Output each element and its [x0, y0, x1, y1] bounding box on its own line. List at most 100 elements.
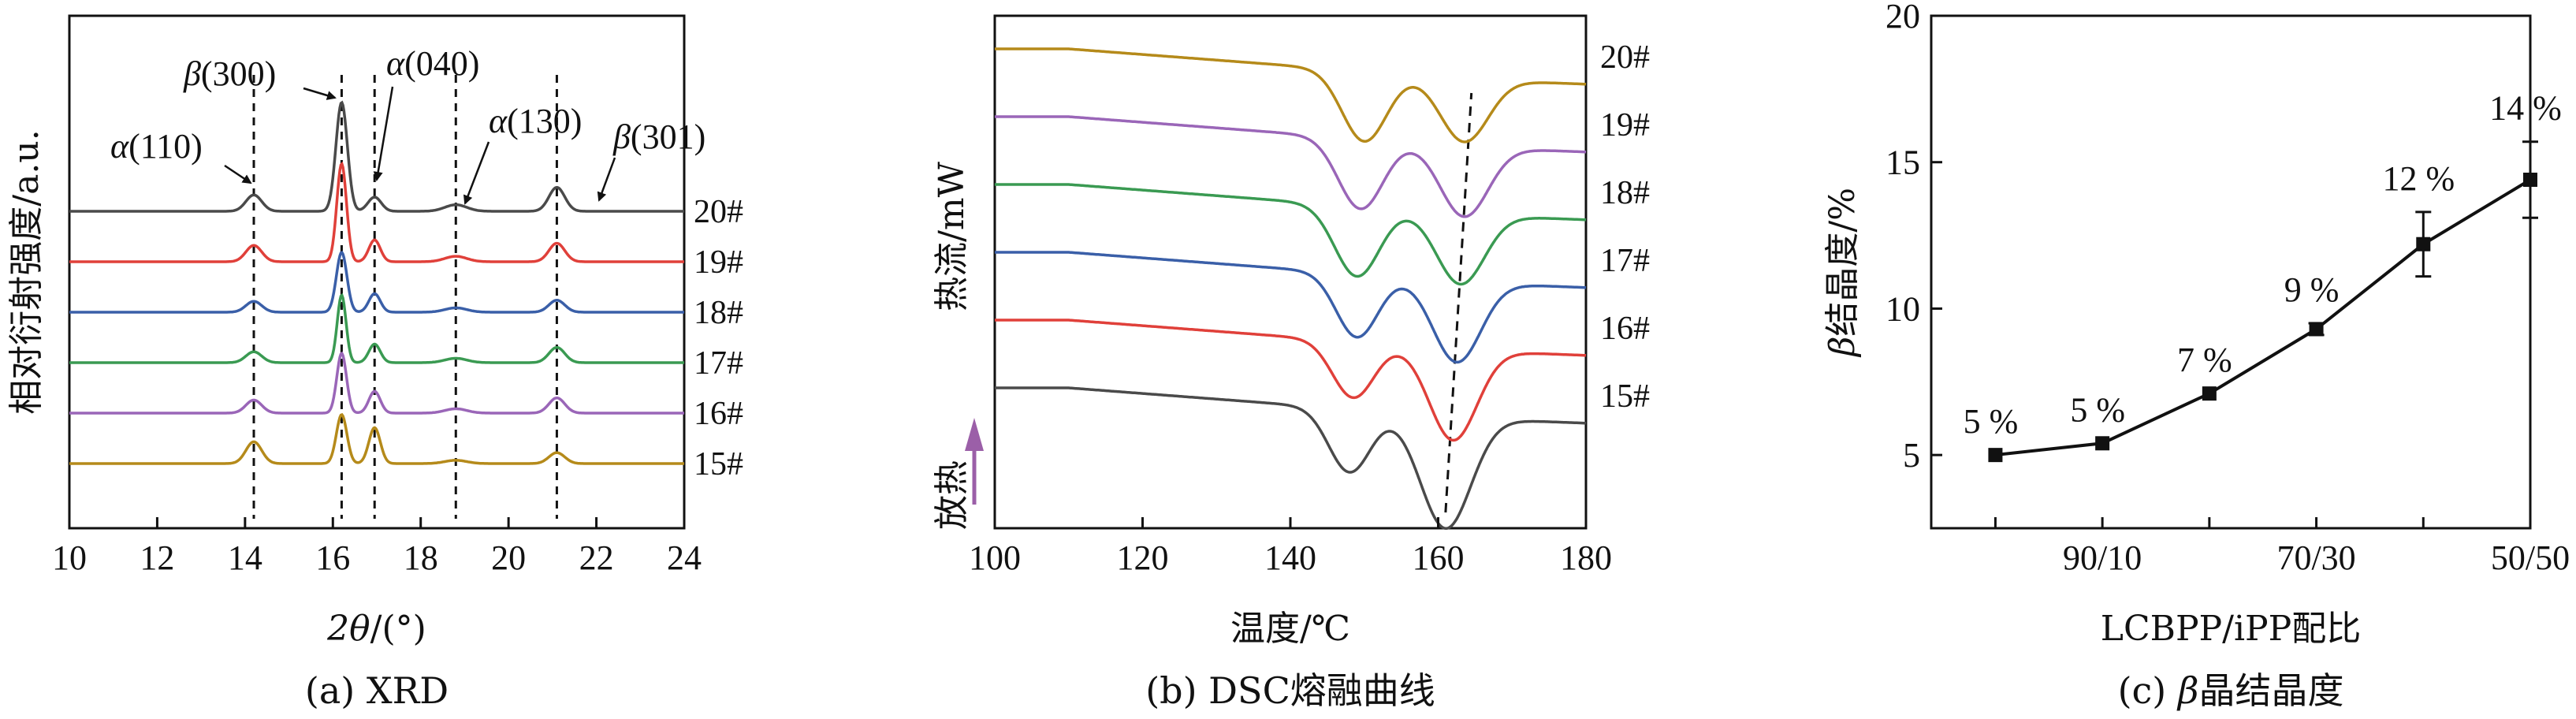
- b-x-tick-label-120: 120: [1117, 538, 1169, 577]
- sample-label-17: 17#: [1600, 243, 1650, 279]
- b-series-19: [995, 115, 1587, 218]
- b-x-axis-title: 温度/℃: [1230, 609, 1350, 649]
- a-series-15: [69, 412, 684, 465]
- a-annotation-greek-4: β: [612, 117, 631, 156]
- b-x-tick-label-180: 180: [1560, 538, 1612, 577]
- b-exotherm-arrowhead: [965, 418, 984, 451]
- b-melting-guide-line: [1444, 92, 1473, 513]
- c-data-point-3: [2309, 322, 2324, 337]
- a-series-16: [69, 351, 684, 415]
- sample-label-20: 20#: [694, 194, 743, 230]
- c-point-label-4: 12 %: [2382, 159, 2455, 198]
- c-point-label-0: 5 %: [1964, 402, 2019, 441]
- a-annotation-greek-3: α: [489, 102, 508, 140]
- c-point-label-5: 14 %: [2489, 89, 2562, 128]
- a-x-tick-label-10: 10: [52, 538, 87, 577]
- a-annotation-arrow-1: [303, 87, 337, 100]
- sample-label-16: 16#: [1600, 311, 1650, 347]
- a-x-tick-label-20: 20: [491, 538, 526, 577]
- b-caption: (b) DSC熔融曲线: [1145, 669, 1435, 712]
- a-x-tick-label-12: 12: [140, 538, 174, 577]
- a-annotation-greek-2: α: [386, 44, 405, 83]
- c-data-point-4: [2416, 237, 2431, 251]
- c-series-line: [1995, 178, 2532, 457]
- c-y-tick-label-10: 10: [1885, 289, 1920, 328]
- panel-c-beta-crystallinity: 5 10 15 20 90/10 70/30 50/50 5 % 5 % 7 % 9 % 12 %…: [1822, 0, 2570, 712]
- sample-label-17: 17#: [694, 345, 743, 382]
- c-x-tick-label-1: 90/10: [2063, 538, 2142, 577]
- panel-a-frame: [68, 14, 686, 530]
- a-annotation-2: α(040): [386, 44, 479, 83]
- sample-label-20: 20#: [1600, 39, 1650, 76]
- b-series-18: [995, 183, 1587, 286]
- panel-a-xrd: 10 12 14 16 18 20 22 24 α(110)β(300) α(040)α(130…: [6, 14, 743, 712]
- a-annotation-arrow-2: [373, 86, 394, 181]
- sample-label-19: 19#: [694, 244, 743, 281]
- a-annotation-label-3: (130): [507, 102, 582, 140]
- c-y-ticks: 5 10 15 20: [1885, 0, 1942, 475]
- a-annotation-greek-1: β: [183, 54, 201, 93]
- c-data-point-0: [1988, 448, 2003, 463]
- a-annotation-1: β(300): [183, 54, 276, 93]
- b-y-axis-title: 热流/mW: [932, 161, 972, 311]
- a-sample-labels: 20# 19# 18# 17# 16# 15#: [694, 194, 743, 482]
- sample-label-19: 19#: [1600, 107, 1650, 143]
- sample-label-16: 16#: [694, 396, 743, 432]
- a-series-20: [69, 100, 684, 213]
- c-y-tick-label-20: 20: [1885, 0, 1920, 35]
- a-caption: (a) XRD: [305, 669, 449, 712]
- a-series-18: [69, 250, 684, 314]
- a-annotation-3: α(130): [489, 102, 582, 140]
- a-x-ticks: 10 12 14 16 18 20 22 24: [52, 517, 702, 577]
- c-point-label-2: 7 %: [2177, 341, 2232, 379]
- c-point-label-1: 5 %: [2070, 390, 2125, 429]
- panel-b-dsc: 100 120 140 160 180 20# 19# 18# 17# 16# 15# 热流/mW…: [932, 14, 1650, 712]
- a-annotation-arrow-4: [597, 157, 616, 202]
- a-reference-lines: [252, 75, 558, 519]
- c-caption: (c) β晶结晶度: [2118, 669, 2344, 712]
- sample-label-18: 18#: [1600, 175, 1650, 211]
- a-annotation-arrow-3: [463, 141, 490, 205]
- a-annotation-greek-0: α: [110, 127, 129, 166]
- a-x-axis-title: 2θ/(°): [326, 609, 426, 649]
- sample-label-18: 18#: [694, 295, 743, 331]
- a-peak-annotations: α(110)β(300) α(040)α(130) β(301): [110, 44, 705, 205]
- a-annotation-arrow-0: [224, 164, 252, 184]
- a-annotation-label-2: (040): [404, 44, 479, 83]
- sample-label-15: 15#: [1600, 378, 1650, 415]
- b-x-tick-label-100: 100: [969, 538, 1021, 577]
- b-series-16: [995, 319, 1587, 442]
- c-x-axis-title: LCBPP/iPP配比: [2101, 609, 2362, 649]
- c-data-point-1: [2095, 436, 2110, 451]
- a-x-tick-label-16: 16: [315, 538, 350, 577]
- c-x-tick-label-3: 70/30: [2276, 538, 2355, 577]
- a-annotation-label-0: (110): [128, 127, 203, 166]
- sample-label-15: 15#: [694, 446, 743, 482]
- b-x-tick-label-160: 160: [1413, 538, 1465, 577]
- c-y-axis-title: β结晶度/%: [1822, 188, 1863, 358]
- a-y-axis-title: 相对衍射强度/a.u.: [6, 129, 47, 414]
- a-x-tick-label-24: 24: [667, 538, 702, 577]
- a-x-tick-label-18: 18: [404, 538, 438, 577]
- b-x-tick-label-140: 140: [1264, 538, 1316, 577]
- c-data-point-5: [2523, 173, 2537, 187]
- a-series-group: [69, 100, 684, 465]
- c-y-tick-label-15: 15: [1885, 143, 1920, 182]
- c-x-ticks: 90/10 70/30 50/50: [1993, 517, 2570, 577]
- a-annotation-0: α(110): [110, 127, 203, 166]
- b-series-17: [995, 251, 1587, 364]
- b-series-15: [995, 386, 1587, 531]
- a-annotation-4: β(301): [612, 117, 705, 156]
- b-exotherm-label: 放热: [932, 460, 972, 530]
- b-series-group: [995, 47, 1587, 531]
- panel-b-frame: [993, 14, 1588, 530]
- c-data-points: [1988, 173, 2537, 463]
- a-annotation-label-4: (301): [631, 117, 705, 156]
- b-sample-labels: 20# 19# 18# 17# 16# 15#: [1600, 39, 1650, 415]
- b-x-ticks: 100 120 140 160 180: [969, 517, 1612, 577]
- c-x-tick-label-5: 50/50: [2491, 538, 2570, 577]
- c-point-label-3: 9 %: [2284, 270, 2340, 309]
- a-series-17: [69, 292, 684, 364]
- a-x-tick-label-14: 14: [228, 538, 262, 577]
